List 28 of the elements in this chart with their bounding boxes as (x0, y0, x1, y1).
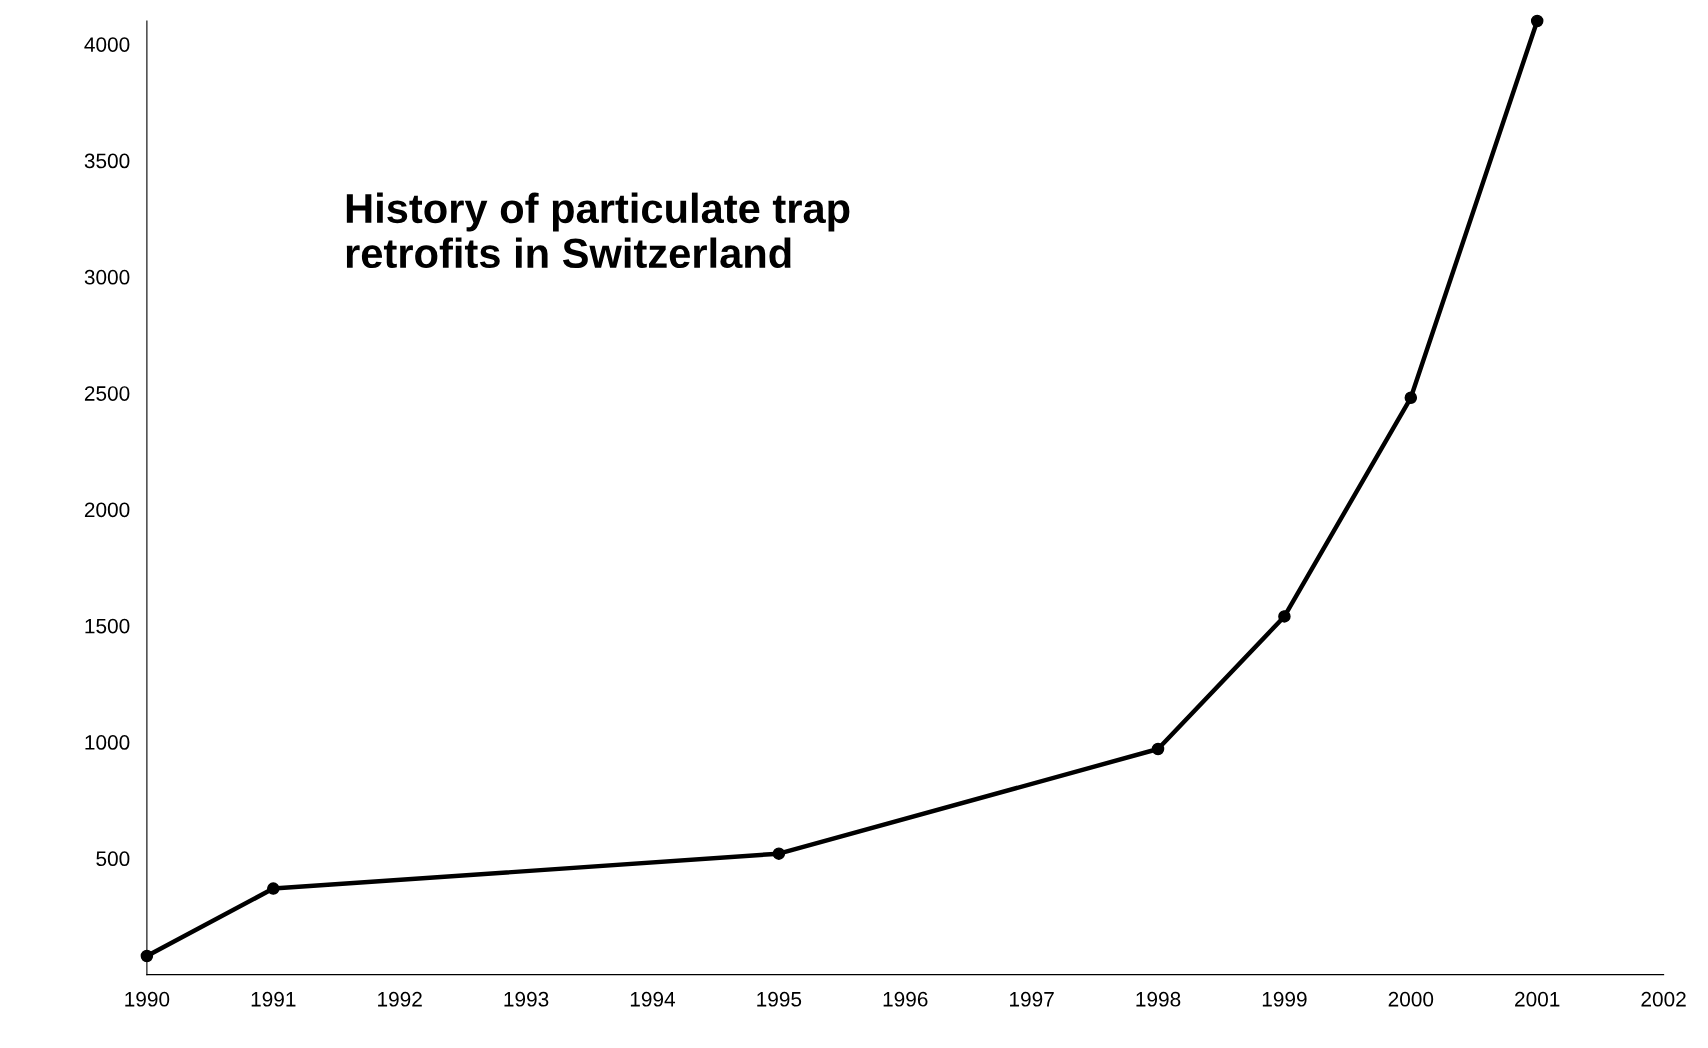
y-tick-label: 1500 (85, 618, 130, 634)
x-tick-label: 1990 (125, 991, 170, 1007)
x-tick-label: 2000 (1388, 991, 1434, 1007)
x-tick-label: 1991 (251, 991, 296, 1007)
y-tick-label: 500 (96, 851, 130, 867)
point (267, 882, 280, 895)
x-tick-label: 1999 (1262, 991, 1307, 1007)
x-tick-label: 1994 (630, 991, 676, 1007)
x-tick-label: 1996 (883, 991, 928, 1007)
y-tick-label: 4000 (84, 37, 130, 52)
point (772, 847, 786, 860)
x-tick-label: 1997 (1010, 991, 1054, 1007)
point (1151, 742, 1165, 756)
text: History of particulate trap retrofits in Switzerland (346, 192, 850, 269)
y-tick-label: 2000 (84, 502, 130, 518)
y-tick-label: 1000 (85, 735, 130, 750)
x-tick-label: 2002 (1641, 991, 1686, 1007)
x-tick-label: 1993 (504, 991, 549, 1007)
x-tick-label: 1998 (1136, 991, 1181, 1007)
x-tick-label: 1992 (378, 991, 422, 1007)
y-tick-label: 3000 (84, 269, 130, 285)
x-tick-label: 2001 (1515, 991, 1560, 1007)
point (1278, 610, 1291, 623)
y-tick-label: 3500 (84, 153, 130, 169)
point (1404, 391, 1418, 405)
point (1530, 14, 1544, 28)
y-tick-label: 2500 (84, 386, 130, 401)
x-tick-label: 1995 (757, 991, 802, 1007)
